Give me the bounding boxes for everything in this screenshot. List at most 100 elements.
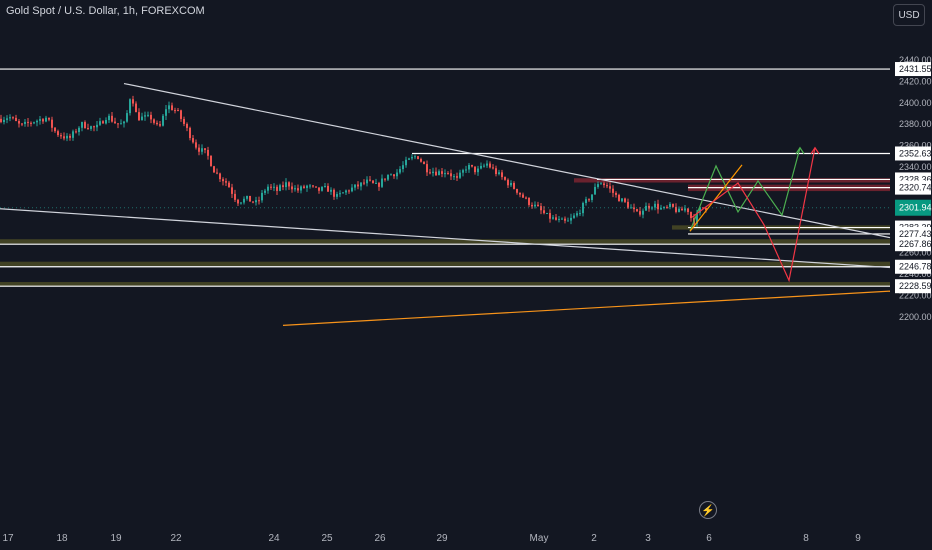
candle-body xyxy=(231,187,233,194)
candle-body xyxy=(471,164,473,167)
candle-body xyxy=(498,172,500,175)
currency-button[interactable]: USD xyxy=(893,4,925,26)
candle-body xyxy=(276,186,278,191)
candle-body xyxy=(450,173,452,177)
candle-body xyxy=(114,121,116,124)
candle-body xyxy=(684,208,686,211)
candle-body xyxy=(603,183,605,186)
candle-body xyxy=(318,187,320,191)
candle-body xyxy=(177,110,179,112)
date-tick-label: 2 xyxy=(591,533,597,544)
candle-body xyxy=(537,204,539,207)
price-zones xyxy=(0,178,890,287)
candle-body xyxy=(144,115,146,117)
price-tick-label: 2400.00 xyxy=(899,98,932,108)
level-tag xyxy=(895,237,931,252)
candle-body xyxy=(30,122,32,124)
candle-body xyxy=(126,113,128,122)
last-price-label: 2301.94 xyxy=(899,203,932,213)
level-tag-label: 2352.63 xyxy=(899,148,932,158)
candle-body xyxy=(303,186,305,188)
price-tick-label: 2240.00 xyxy=(899,269,932,279)
date-tick-label: 9 xyxy=(855,533,861,544)
candle-body xyxy=(27,121,29,123)
candle-body xyxy=(111,115,113,122)
candle-body xyxy=(387,174,389,180)
candle-body xyxy=(159,124,161,126)
candle-body xyxy=(585,199,587,203)
candle-body xyxy=(213,166,215,173)
candle-body xyxy=(138,112,140,121)
level-tag xyxy=(895,180,931,195)
candle-body xyxy=(195,142,197,148)
candle-body xyxy=(102,121,104,124)
candle-body xyxy=(93,126,95,128)
candle-body xyxy=(639,211,641,215)
candle-body xyxy=(561,218,563,220)
candle-body xyxy=(456,176,458,178)
candle-body xyxy=(15,117,17,121)
candle-body xyxy=(381,178,383,187)
candle-body xyxy=(582,202,584,214)
date-tick-label: 25 xyxy=(321,533,333,544)
candle-body xyxy=(168,105,170,110)
candle-body xyxy=(657,203,659,210)
candle-body xyxy=(300,186,302,191)
candle-body xyxy=(702,207,704,209)
descending-trendline xyxy=(0,208,891,269)
candle-body xyxy=(540,206,542,211)
candle-body xyxy=(372,180,374,184)
candle-body xyxy=(321,186,323,191)
candle-body xyxy=(147,114,149,116)
candle-body xyxy=(564,218,566,221)
candle-body xyxy=(513,182,515,189)
candle-body xyxy=(453,176,455,178)
candle-body xyxy=(375,182,377,184)
candle-body xyxy=(351,187,353,192)
time-axis: 17 18 19 22 24 25 26 29 May 2 3 6 8 9 xyxy=(2,533,861,544)
candle-body xyxy=(72,131,74,138)
last-price-tag xyxy=(895,199,931,216)
candle-body xyxy=(78,127,80,133)
candle-body xyxy=(57,131,59,136)
candle-body xyxy=(363,182,365,184)
candle-body xyxy=(120,123,122,125)
candle-body xyxy=(495,168,497,175)
candle-body xyxy=(675,206,677,212)
candle-body xyxy=(390,174,392,176)
candle-body xyxy=(279,185,281,191)
price-tick-label: 2440.00 xyxy=(899,55,932,65)
candle-body xyxy=(48,117,50,120)
candlesticks xyxy=(0,95,890,227)
candle-body xyxy=(525,197,527,199)
price-tick-label: 2260.00 xyxy=(899,248,932,258)
candle-body xyxy=(528,197,530,205)
candle-body xyxy=(588,199,590,201)
candle-body xyxy=(66,135,68,139)
candle-body xyxy=(378,182,380,187)
candle-body xyxy=(570,217,572,221)
price-tick-label: 2340.00 xyxy=(899,162,932,172)
candle-body xyxy=(183,118,185,124)
candle-body xyxy=(414,156,416,158)
candle-body xyxy=(606,185,608,187)
candle-body xyxy=(669,203,671,207)
candle-body xyxy=(150,114,152,120)
candle-body xyxy=(405,159,407,166)
candle-body xyxy=(492,167,494,169)
lightning-bolt-icon[interactable]: ⚡ xyxy=(699,501,717,519)
descending-trendline xyxy=(123,82,891,239)
candle-body xyxy=(546,213,548,215)
candle-body xyxy=(681,208,683,211)
candle-body xyxy=(291,186,293,190)
candle-body xyxy=(507,179,509,186)
candle-body xyxy=(558,218,560,220)
level-tag xyxy=(895,62,931,77)
candle-body xyxy=(117,123,119,125)
candle-body xyxy=(282,185,284,188)
candle-body xyxy=(33,122,35,124)
arrow-head xyxy=(810,146,820,155)
candle-body xyxy=(429,172,431,174)
candle-body xyxy=(174,110,176,112)
